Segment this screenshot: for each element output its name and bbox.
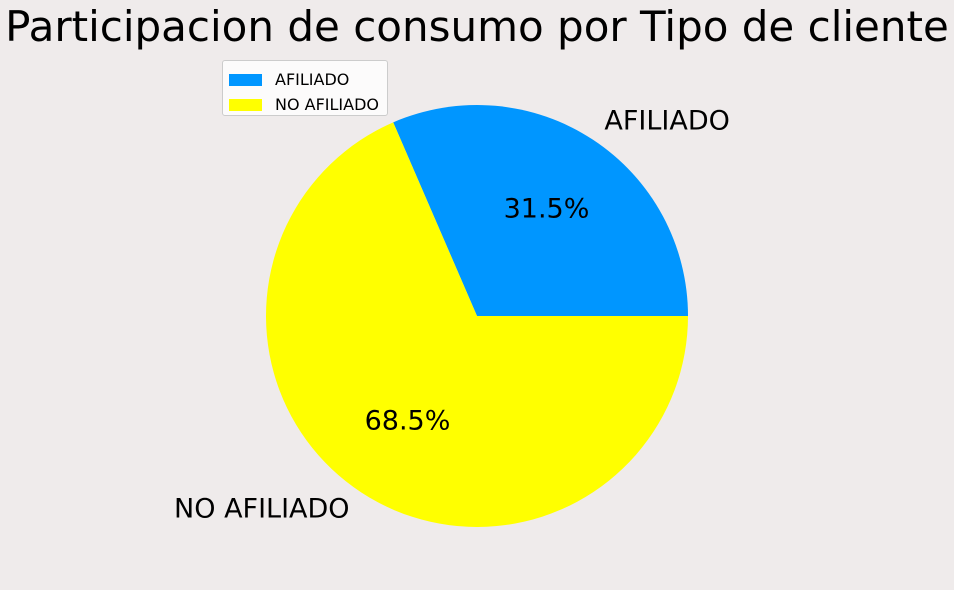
slice-percent-afiliado: 31.5% — [504, 194, 590, 225]
legend-entry-no-afiliado: NO AFILIADO — [229, 92, 381, 117]
legend-swatch-afiliado — [229, 73, 262, 86]
chart-title: Participacion de consumo por Tipo de cli… — [5, 2, 949, 51]
pie-slice-no-afiliado — [266, 122, 688, 528]
legend-label-no-afiliado: NO AFILIADO — [275, 95, 380, 114]
legend-entry-afiliado: AFILIADO — [229, 67, 381, 92]
legend: AFILIADO NO AFILIADO — [222, 60, 388, 116]
slice-percent-no-afiliado: 68.5% — [365, 405, 451, 436]
pie-slice-afiliado — [393, 104, 688, 316]
legend-label-afiliado: AFILIADO — [275, 70, 350, 89]
slice-label-afiliado: AFILIADO — [604, 106, 729, 137]
legend-swatch-no-afiliado — [229, 98, 262, 111]
slice-label-no-afiliado: NO AFILIADO — [174, 493, 350, 524]
